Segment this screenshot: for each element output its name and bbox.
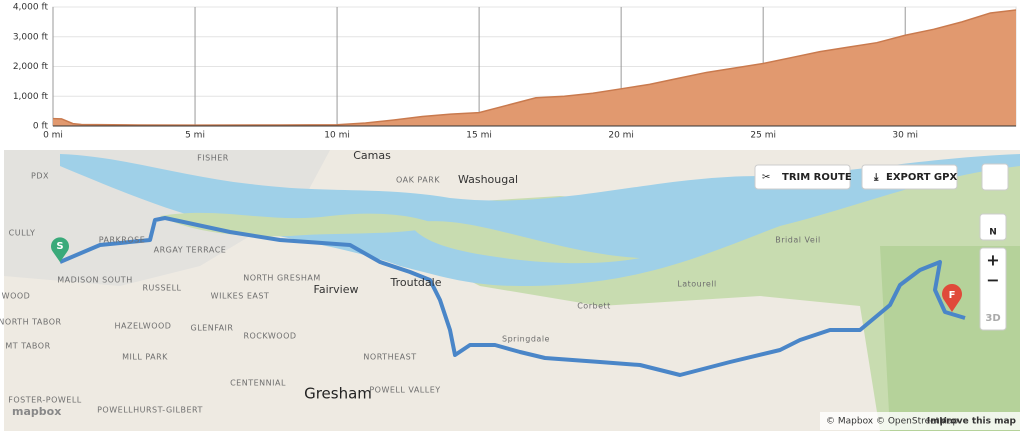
place-label: Camas bbox=[353, 149, 391, 162]
place-label: NORTHEAST bbox=[363, 353, 416, 362]
fullscreen-button[interactable] bbox=[981, 163, 1009, 191]
route bbox=[59, 216, 966, 377]
y-tick-label: 0 ft bbox=[33, 122, 49, 132]
place-label: POWELLHURST-GILBERT bbox=[97, 406, 203, 415]
y-tick-label: 4,000 ft bbox=[13, 3, 49, 13]
place-label: CULLY bbox=[9, 229, 36, 238]
place-label: FISHER bbox=[197, 154, 229, 163]
place-label: ROCKWOOD bbox=[243, 332, 296, 341]
place-label: GLENFAIR bbox=[191, 324, 234, 333]
elevation-area bbox=[53, 9, 1016, 127]
finish-marker[interactable] bbox=[942, 284, 962, 312]
place-label: CENTENNIAL bbox=[230, 379, 286, 388]
place-label: HAZELWOOD bbox=[115, 322, 172, 331]
place-label: WILKES EAST bbox=[211, 292, 270, 301]
start-marker[interactable] bbox=[51, 237, 69, 262]
logo: mapbox bbox=[12, 405, 61, 418]
zoom-in[interactable]: + bbox=[986, 251, 999, 270]
x-tick-label: 5 mi bbox=[185, 131, 205, 141]
y-tick-label: 2,000 ft bbox=[13, 62, 49, 72]
place-label: PARKROSE bbox=[99, 236, 146, 245]
place-label: FOSTER-POWELL bbox=[8, 396, 82, 405]
place-label: WOOD bbox=[2, 292, 31, 301]
place-label: NORTH TABOR bbox=[0, 318, 62, 327]
x-tick-label: 0 mi bbox=[43, 131, 63, 141]
island bbox=[410, 221, 640, 264]
place-label: PDX bbox=[31, 172, 49, 181]
elevation-line bbox=[52, 9, 1017, 126]
place-label: OAK PARK bbox=[396, 176, 440, 185]
start-label: S bbox=[56, 241, 63, 252]
place-label: Corbett bbox=[577, 302, 611, 311]
place-label: Springdale bbox=[502, 335, 550, 344]
compass-label: N bbox=[989, 228, 997, 238]
y-tick-label: 1,000 ft bbox=[13, 92, 49, 102]
3d-button[interactable]: 3D bbox=[985, 313, 1000, 324]
place-label: MADISON SOUTH bbox=[57, 276, 132, 285]
x-tick-label: 10 mi bbox=[324, 131, 350, 141]
place-label: Latourell bbox=[677, 280, 716, 289]
zoom-out[interactable]: − bbox=[986, 271, 999, 290]
button-label: EXPORT GPX bbox=[886, 172, 957, 183]
icon: ⤓ bbox=[873, 172, 879, 183]
x-tick-label: 20 mi bbox=[608, 131, 634, 141]
finish-label: F bbox=[949, 290, 956, 301]
elevation-chart: 0 ft 1,000 ft 2,000 ft 3,000 ft 4,000 ft 0 mi… bbox=[13, 3, 1017, 141]
place-label: Bridal Veil bbox=[775, 236, 820, 245]
place-label: MILL PARK bbox=[122, 353, 168, 362]
zoom-panel bbox=[979, 247, 1007, 331]
place-label: POWELL VALLEY bbox=[369, 386, 440, 395]
place-label: Washougal bbox=[458, 173, 518, 186]
place-labels: PDX FISHER Camas OAK PARK Washougal CULLY PARK… bbox=[0, 149, 820, 415]
place-label: RUSSELL bbox=[142, 284, 181, 293]
y-tick-label: 3,000 ft bbox=[13, 32, 49, 42]
x-tick-label: 15 mi bbox=[466, 131, 492, 141]
place-label: NORTH GRESHAM bbox=[243, 274, 320, 283]
trim-route-button[interactable]: TRIM ROUTE ✂ bbox=[754, 164, 852, 190]
export-gpx-button[interactable]: EXPORT GPX ⤓ bbox=[861, 164, 958, 190]
map[interactable]: S F TRIM ROUTE ✂ EXPORT GPX ⤓ N + − 3D m… bbox=[0, 146, 1024, 431]
place-label: MT TABOR bbox=[5, 342, 50, 351]
attribution: © Mapbox © OpenStreetMap bbox=[826, 417, 959, 427]
improve-link[interactable]: Improve this map bbox=[927, 417, 1017, 427]
place-label: Fairview bbox=[314, 283, 359, 296]
x-tick-label: 30 mi bbox=[892, 131, 918, 141]
x-tick-label: 25 mi bbox=[750, 131, 776, 141]
attribution-bg bbox=[820, 412, 1020, 430]
icon: ✂ bbox=[762, 172, 770, 183]
compass-button[interactable] bbox=[979, 213, 1007, 241]
button-label: TRIM ROUTE bbox=[782, 172, 852, 183]
place-label: Gresham bbox=[304, 385, 372, 403]
place-label: Troutdale bbox=[390, 276, 442, 289]
place-label: ARGAY TERRACE bbox=[154, 246, 227, 255]
